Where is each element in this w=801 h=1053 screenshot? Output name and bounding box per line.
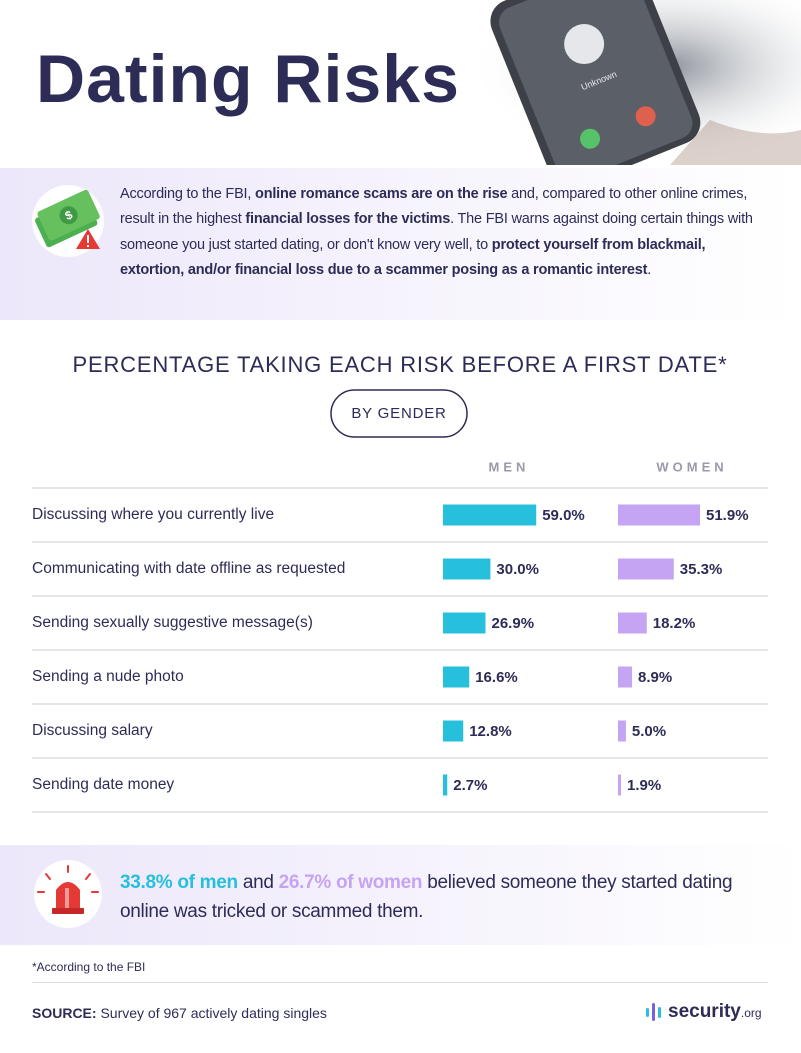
callout-text: 33.8% of men and 26.7% of women believed… [120,868,780,926]
value-label: 1.9% [627,777,661,794]
bar [443,558,491,580]
chart: PERCENTAGE TAKING EACH RISK BEFORE A FIR… [32,352,768,813]
bar [618,774,622,796]
phone-image: Unknown [470,0,801,165]
value-label: 51.9% [706,507,749,524]
bar [443,504,537,526]
category-label: Discussing salary [32,722,153,739]
source-label: SOURCE: [32,1005,97,1021]
intro-segment: and, compared to other online crimes, re… [120,186,748,228]
logo-mark [646,1003,661,1021]
divider [32,982,768,983]
callout-band [0,845,801,945]
chart-subtitle: BY GENDER [351,405,446,422]
value-label: 35.3% [680,561,723,578]
bar [618,666,633,688]
intro-band [0,168,801,320]
logo: security.org [668,1001,762,1023]
subtitle-pill [330,389,468,438]
legend-label: MEN [489,459,530,474]
bar [443,720,464,742]
logo-suffix: .org [740,1006,762,1020]
intro-segment: . [647,262,652,279]
bar [618,504,701,526]
bar [443,612,486,634]
intro-segment: . The FBI warns against doing certain th… [120,211,753,253]
intro-emphasis: financial losses for the victims [245,211,451,228]
bar [443,774,448,796]
callout-segment: believed someone they started dating onl… [120,872,733,922]
value-label: 8.9% [638,669,672,686]
intro-emphasis: protect yourself from blackmail, extorti… [120,236,706,279]
value-label: 30.0% [496,561,539,578]
category-label: Sending a nude photo [32,668,184,685]
callout-stat: 26.7% of women [278,872,423,893]
alarm-icon [34,860,102,928]
bar [618,612,647,634]
source: SOURCE: Survey of 967 actively dating si… [32,1005,327,1021]
value-label: 18.2% [653,615,696,632]
value-label: 5.0% [632,723,666,740]
footnote: *According to the FBI [32,960,146,974]
callout-segment: and [237,872,279,893]
money-icon: $ [32,185,104,257]
callout-stat: 33.8% of men [120,872,238,893]
category-label: Sending date money [32,776,174,793]
bar [618,720,626,742]
chart-title: PERCENTAGE TAKING EACH RISK BEFORE A FIR… [73,352,728,377]
category-label: Discussing where you currently live [32,506,274,523]
value-label: 59.0% [542,507,585,524]
intro-segment: According to the FBI, [120,186,256,202]
source-text: Survey of 967 actively dating singles [100,1005,327,1021]
category-label: Communicating with date offline as reque… [32,560,345,577]
value-label: 12.8% [469,723,512,740]
value-label: 26.9% [492,615,535,632]
bar [618,558,674,580]
legend-label: WOMEN [656,459,727,474]
value-label: 2.7% [453,777,487,794]
page-title: Dating Risks [36,41,460,117]
category-label: Sending sexually suggestive message(s) [32,614,313,631]
logo-word: security [668,1001,741,1022]
intro-emphasis: online romance scams are on the rise [255,186,508,202]
intro-text: According to the FBI, online romance sca… [120,182,760,284]
bar [443,666,470,688]
value-label: 16.6% [475,669,518,686]
